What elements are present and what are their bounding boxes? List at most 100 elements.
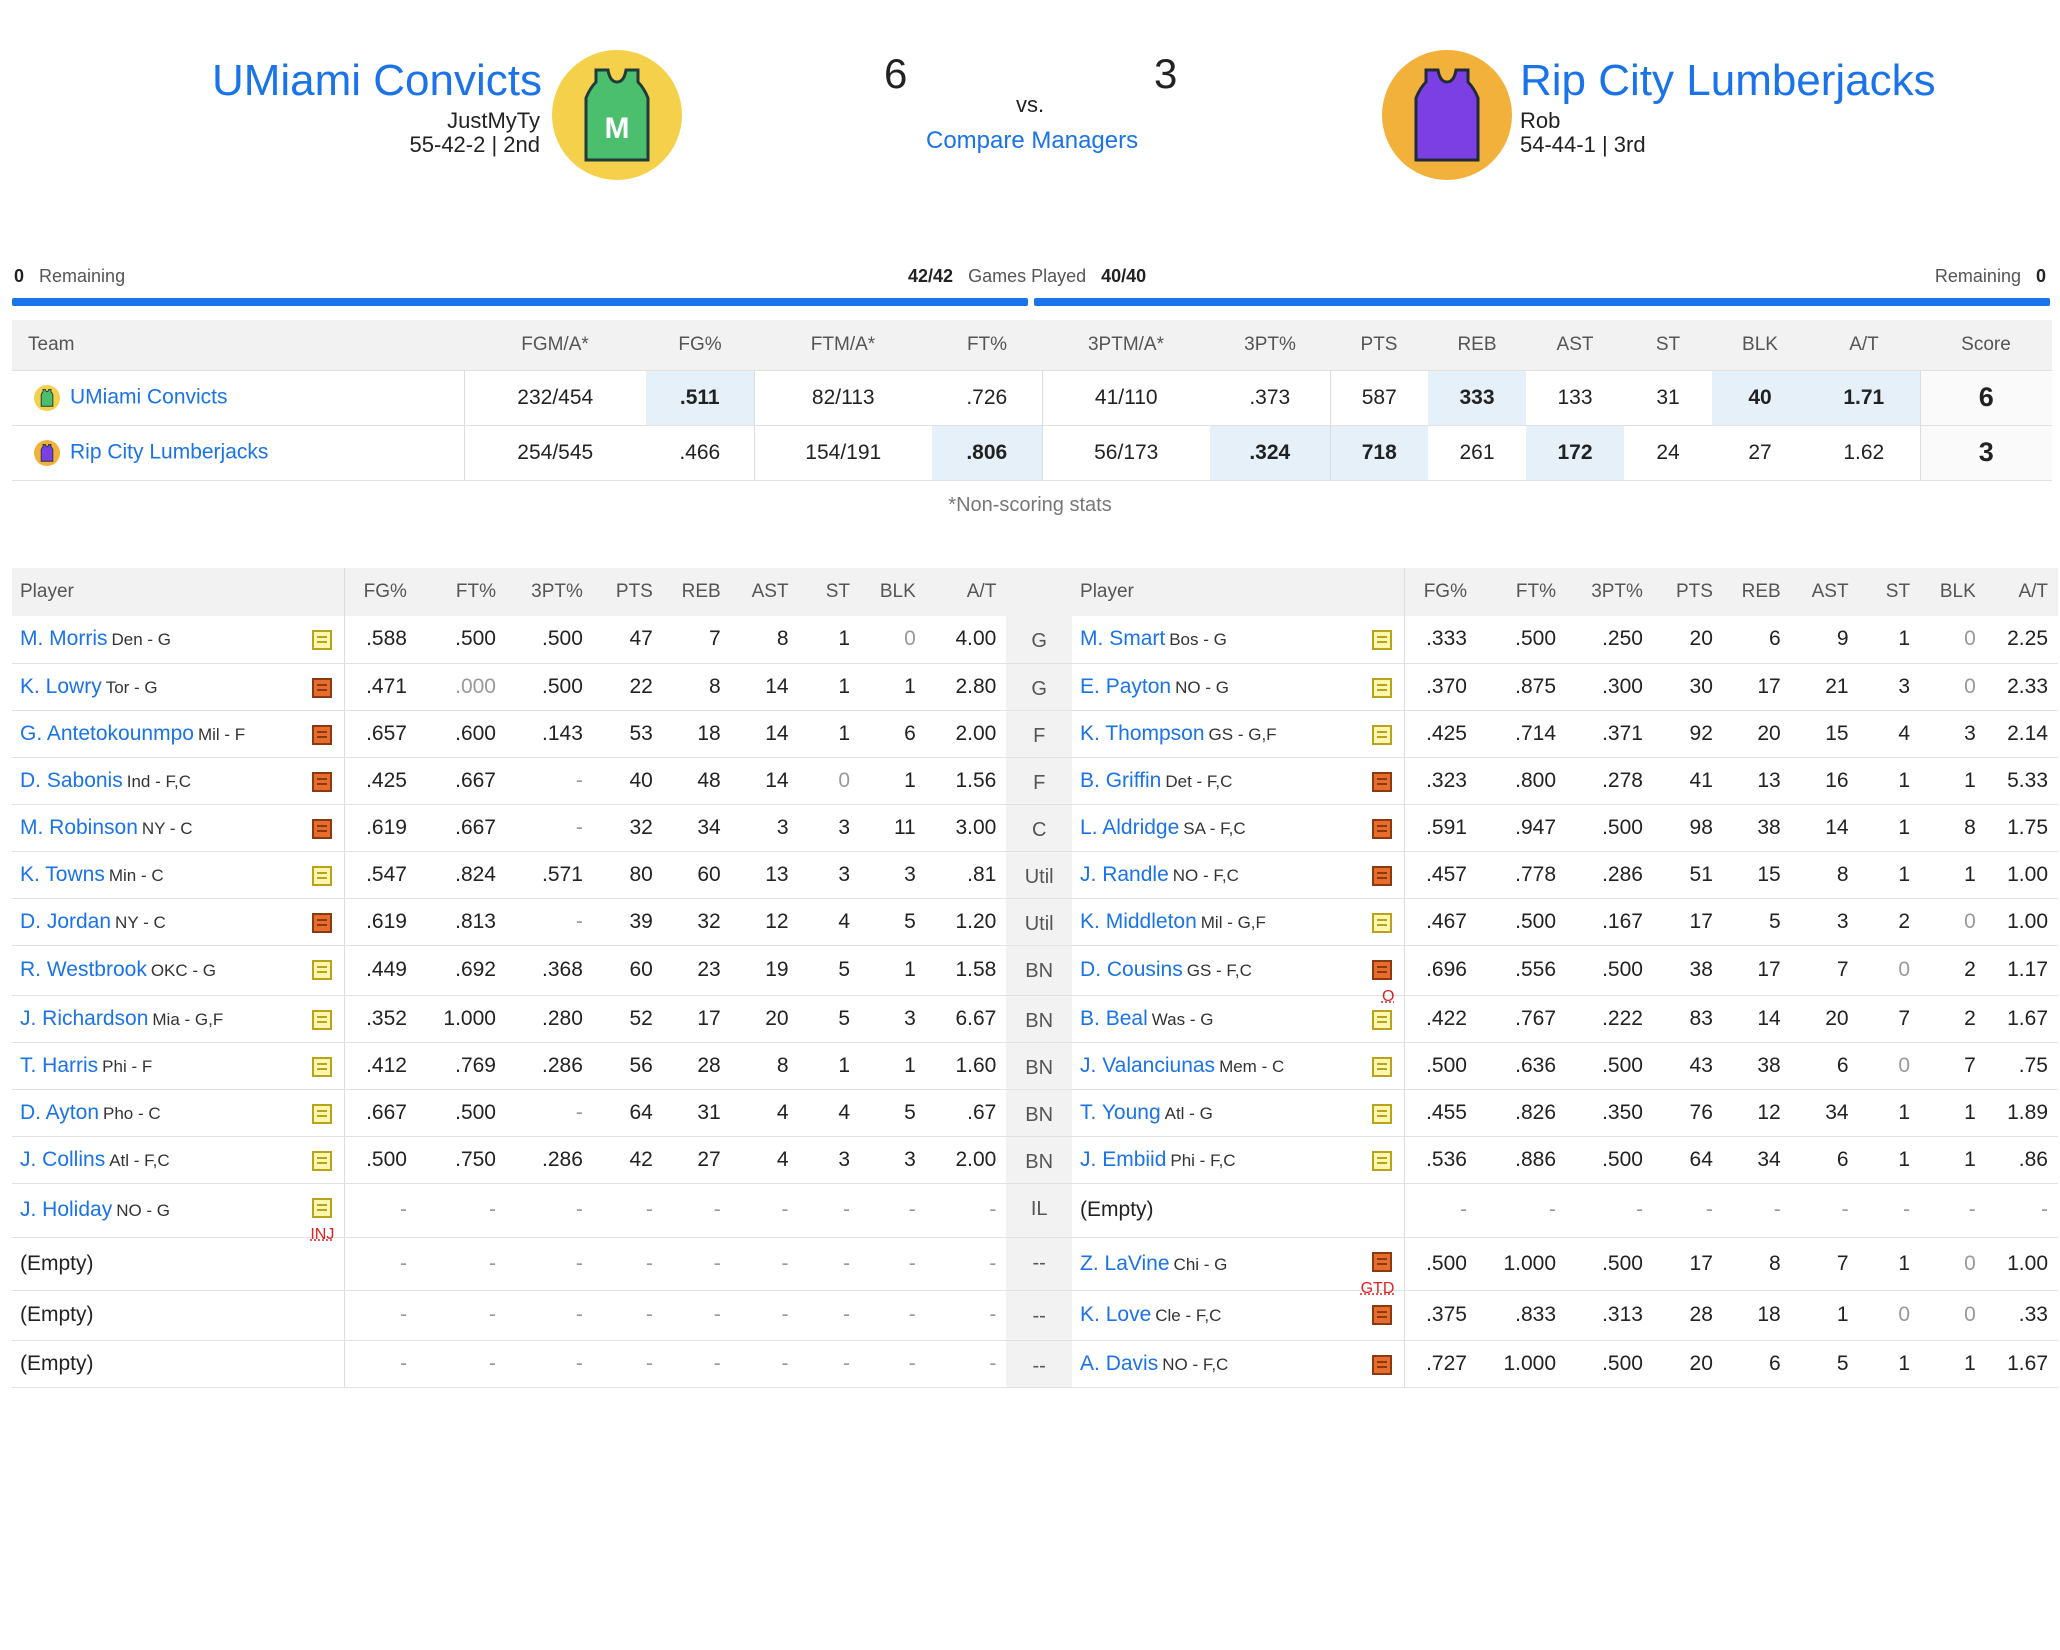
right-stat-cell: .375	[1404, 1290, 1477, 1341]
player-name-link[interactable]: J. Holiday	[20, 1198, 113, 1221]
player-name-link[interactable]: M. Morris	[20, 627, 108, 651]
summary-header-cell: PTS	[1330, 320, 1428, 370]
player-name-link[interactable]: K. Thompson	[1080, 721, 1205, 745]
right-team-name[interactable]: Rip City Lumberjacks	[1520, 56, 1936, 105]
player-note-icon[interactable]	[1372, 1150, 1393, 1171]
left-stat-cell: 28	[662, 1042, 731, 1090]
left-stat-cell: 14	[730, 663, 799, 711]
empty-slot[interactable]: (Empty)	[1080, 1198, 1154, 1221]
left-team-name[interactable]: UMiami Convicts	[211, 56, 542, 105]
right-stat-cell: 1.67	[1985, 995, 2058, 1043]
left-player-cell: J. Holiday NO - G INJ	[12, 1183, 346, 1243]
player-name-link[interactable]: D. Cousins	[1080, 958, 1183, 981]
player-note-icon[interactable]	[1372, 677, 1393, 698]
player-note-icon[interactable]	[1372, 912, 1393, 933]
right-stat-cell: .467	[1404, 898, 1477, 946]
player-name-link[interactable]: D. Ayton	[20, 1100, 99, 1124]
player-note-icon[interactable]	[312, 1103, 333, 1124]
player-note-icon[interactable]	[1372, 1009, 1393, 1030]
player-name-link[interactable]: A. Davis	[1080, 1351, 1159, 1375]
player-name-link[interactable]: B. Beal	[1080, 1006, 1148, 1030]
left-player-cell: J. Collins Atl - F,C	[12, 1136, 346, 1184]
left-team-logo[interactable]: M	[552, 50, 682, 180]
compare-managers-link[interactable]: Compare Managers	[926, 127, 1139, 154]
player-name-link[interactable]: J. Randle	[1080, 862, 1169, 886]
left-stat-cell: 32	[662, 898, 731, 946]
summary-row: UMiami Convicts 232/454.511 82/113.726 41/1…	[12, 369, 2052, 426]
player-note-icon[interactable]	[312, 1009, 333, 1030]
player-note-icon[interactable]	[312, 771, 333, 792]
player-note-icon[interactable]	[312, 630, 333, 650]
right-stat-cell: .500	[1566, 1136, 1653, 1184]
player-note-icon[interactable]	[312, 1150, 333, 1171]
player-name-link[interactable]: G. Antetokounmpo	[20, 721, 194, 745]
player-note-icon[interactable]	[312, 818, 333, 839]
right-stat-cell: .75	[1985, 1042, 2058, 1090]
player-name-link[interactable]: B. Griffin	[1080, 768, 1162, 792]
left-stat-cell: 1.56	[925, 757, 1007, 805]
left-stat-cell: 14	[730, 710, 799, 758]
player-name-link[interactable]: T. Young	[1080, 1100, 1161, 1124]
player-note-icon[interactable]	[312, 1197, 333, 1218]
player-note-icon[interactable]	[312, 724, 333, 745]
player-name-link[interactable]: K. Lowry	[20, 674, 102, 698]
player-note-icon[interactable]	[1372, 1056, 1393, 1077]
player-note-icon[interactable]	[1372, 818, 1393, 839]
left-stat-cell: 1	[798, 616, 861, 664]
summary-team-name[interactable]: Rip City Lumberjacks	[70, 440, 269, 464]
player-team-position: Cle - F,C	[1155, 1306, 1222, 1325]
player-name-link[interactable]: M. Robinson	[20, 815, 138, 839]
player-note-icon[interactable]	[312, 677, 333, 698]
player-name-link[interactable]: K. Middleton	[1080, 909, 1197, 933]
player-note-icon[interactable]	[312, 1056, 333, 1077]
summary-team-name[interactable]: UMiami Convicts	[70, 385, 228, 409]
player-note-icon[interactable]	[312, 865, 333, 886]
player-name-link[interactable]: J. Embiid	[1080, 1147, 1167, 1171]
summary-stat-cell: 154/191	[753, 424, 932, 481]
player-note-icon[interactable]	[1372, 724, 1393, 745]
summary-team-cell[interactable]: UMiami Convicts	[12, 369, 465, 426]
player-note-icon[interactable]	[1372, 865, 1393, 886]
player-name-link[interactable]: R. Westbrook	[20, 958, 147, 981]
player-name-link[interactable]: M. Smart	[1080, 627, 1166, 651]
left-stat-cell: -	[662, 1237, 731, 1291]
player-name-link[interactable]: Z. LaVine	[1080, 1251, 1170, 1275]
summary-header-cell: FGM/A*	[464, 320, 646, 370]
left-stat-cell: -	[505, 1340, 593, 1388]
summary-stat-cell: .373	[1210, 369, 1330, 426]
player-note-icon[interactable]	[1372, 771, 1393, 792]
player-note-icon[interactable]	[1372, 1354, 1393, 1375]
left-stat-cell: -	[925, 1183, 1007, 1238]
player-note-icon[interactable]	[312, 912, 333, 933]
player-note-icon[interactable]	[1372, 1304, 1393, 1325]
empty-slot[interactable]: (Empty)	[20, 1351, 94, 1375]
player-name-link[interactable]: D. Jordan	[20, 909, 112, 933]
player-name-link[interactable]: J. Collins	[20, 1147, 106, 1171]
right-stat-cell: 0	[1920, 1290, 1986, 1341]
player-team-position: Phi - F	[102, 1056, 153, 1076]
summary-team-cell[interactable]: Rip City Lumberjacks	[12, 424, 465, 481]
player-name-link[interactable]: L. Aldridge	[1080, 815, 1180, 839]
player-name-link[interactable]: J. Richardson	[20, 1006, 149, 1030]
player-note-icon[interactable]	[1372, 1103, 1393, 1124]
player-team-position: Ind - F,C	[126, 771, 191, 791]
player-note-icon[interactable]	[1372, 630, 1393, 650]
player-name-link[interactable]: E. Payton	[1080, 674, 1172, 698]
left-stat-cell: 1	[798, 663, 861, 711]
empty-slot[interactable]: (Empty)	[20, 1303, 94, 1326]
player-note-icon[interactable]	[1372, 959, 1393, 980]
player-name-link[interactable]: J. Valanciunas	[1080, 1053, 1216, 1077]
player-name-link[interactable]: D. Sabonis	[20, 768, 123, 792]
left-player-cell: M. Robinson NY - C	[12, 804, 346, 852]
player-note-icon[interactable]	[312, 959, 333, 980]
jersey-icon: M	[584, 68, 650, 162]
player-name-link[interactable]: K. Love	[1080, 1303, 1152, 1326]
player-name-link[interactable]: T. Harris	[20, 1053, 99, 1077]
player-name-link[interactable]: K. Towns	[20, 862, 105, 886]
right-team-logo[interactable]	[1382, 50, 1512, 180]
left-record: 55-42-2 | 2nd	[409, 132, 540, 157]
left-stat-cell: 22	[592, 663, 663, 711]
player-team-position: Det - F,C	[1165, 771, 1233, 791]
player-note-icon[interactable]	[1372, 1251, 1393, 1272]
empty-slot[interactable]: (Empty)	[20, 1251, 94, 1275]
